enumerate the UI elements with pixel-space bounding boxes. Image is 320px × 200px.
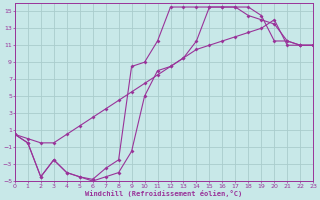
X-axis label: Windchill (Refroidissement éolien,°C): Windchill (Refroidissement éolien,°C) — [85, 190, 243, 197]
